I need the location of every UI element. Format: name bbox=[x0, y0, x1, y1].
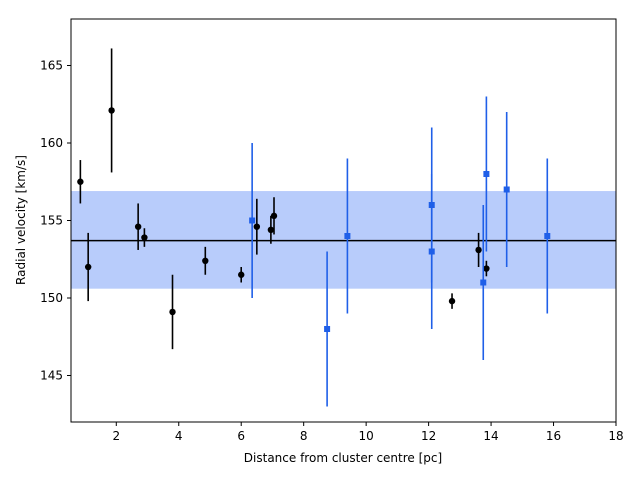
x-tick-label: 8 bbox=[300, 429, 308, 443]
black-marker bbox=[270, 212, 278, 220]
y-tick-label: 160 bbox=[40, 136, 63, 150]
black-marker bbox=[267, 226, 275, 233]
black-data-point bbox=[202, 246, 209, 275]
y-axis-label: Radial velocity [km/s] bbox=[14, 155, 28, 285]
black-marker bbox=[483, 265, 490, 272]
black-data-point bbox=[108, 48, 115, 173]
x-tick-label: 16 bbox=[546, 429, 561, 443]
x-tick-label: 12 bbox=[421, 429, 436, 443]
black-data-point bbox=[77, 160, 84, 204]
blue-marker bbox=[480, 279, 487, 286]
y-axis-ticks: 145 150 155 160 165 bbox=[40, 59, 71, 383]
blue-data-point bbox=[483, 96, 490, 252]
black-marker bbox=[108, 107, 115, 114]
x-tick-label: 6 bbox=[237, 429, 245, 443]
velocity-dispersion-band bbox=[71, 191, 616, 289]
band-layer bbox=[71, 191, 616, 289]
blue-marker bbox=[483, 171, 490, 177]
black-marker bbox=[84, 263, 92, 271]
blue-data-point bbox=[344, 158, 351, 314]
blue-marker bbox=[344, 233, 351, 239]
black-marker bbox=[77, 178, 84, 185]
black-data-point bbox=[253, 198, 261, 255]
x-axis-ticks: 2 4 6 8 10 12 14 16 18 bbox=[112, 422, 624, 443]
x-tick-label: 18 bbox=[608, 429, 623, 443]
blue-data-point bbox=[428, 174, 435, 329]
black-data-point bbox=[134, 203, 142, 250]
blue-data-point bbox=[324, 251, 331, 407]
black-data-point bbox=[169, 274, 176, 350]
x-tick-label: 4 bbox=[175, 429, 183, 443]
blue-data-point bbox=[480, 205, 487, 360]
x-tick-label: 2 bbox=[112, 429, 120, 443]
x-tick-label: 10 bbox=[359, 429, 374, 443]
black-marker bbox=[448, 297, 456, 305]
x-axis-label: Distance from cluster centre [pc] bbox=[244, 451, 442, 465]
black-data-point bbox=[270, 197, 278, 235]
black-marker bbox=[253, 223, 261, 230]
blue-data-point bbox=[503, 112, 510, 267]
black-data-point bbox=[267, 215, 275, 244]
black-marker bbox=[202, 257, 209, 264]
points-layer bbox=[77, 48, 551, 407]
blue-marker bbox=[544, 233, 551, 239]
y-tick-label: 155 bbox=[40, 214, 63, 228]
black-marker bbox=[169, 308, 176, 316]
blue-marker bbox=[324, 326, 331, 332]
blue-marker bbox=[503, 186, 510, 193]
y-tick-label: 165 bbox=[40, 59, 63, 73]
black-data-point bbox=[483, 260, 490, 277]
black-data-point bbox=[84, 232, 92, 302]
black-data-point bbox=[475, 232, 482, 267]
y-tick-label: 145 bbox=[40, 369, 63, 383]
black-data-point bbox=[141, 228, 148, 247]
y-tick-label: 150 bbox=[40, 291, 63, 305]
blue-marker bbox=[428, 248, 435, 255]
blue-data-point bbox=[544, 158, 551, 314]
blue-data-point bbox=[249, 143, 256, 298]
black-data-point bbox=[448, 293, 456, 309]
black-marker bbox=[141, 234, 148, 241]
blue-marker bbox=[249, 217, 256, 224]
black-data-point bbox=[238, 267, 245, 283]
x-tick-label: 14 bbox=[483, 429, 498, 443]
black-marker bbox=[238, 271, 245, 278]
black-marker bbox=[134, 223, 142, 230]
black-marker bbox=[475, 246, 482, 254]
